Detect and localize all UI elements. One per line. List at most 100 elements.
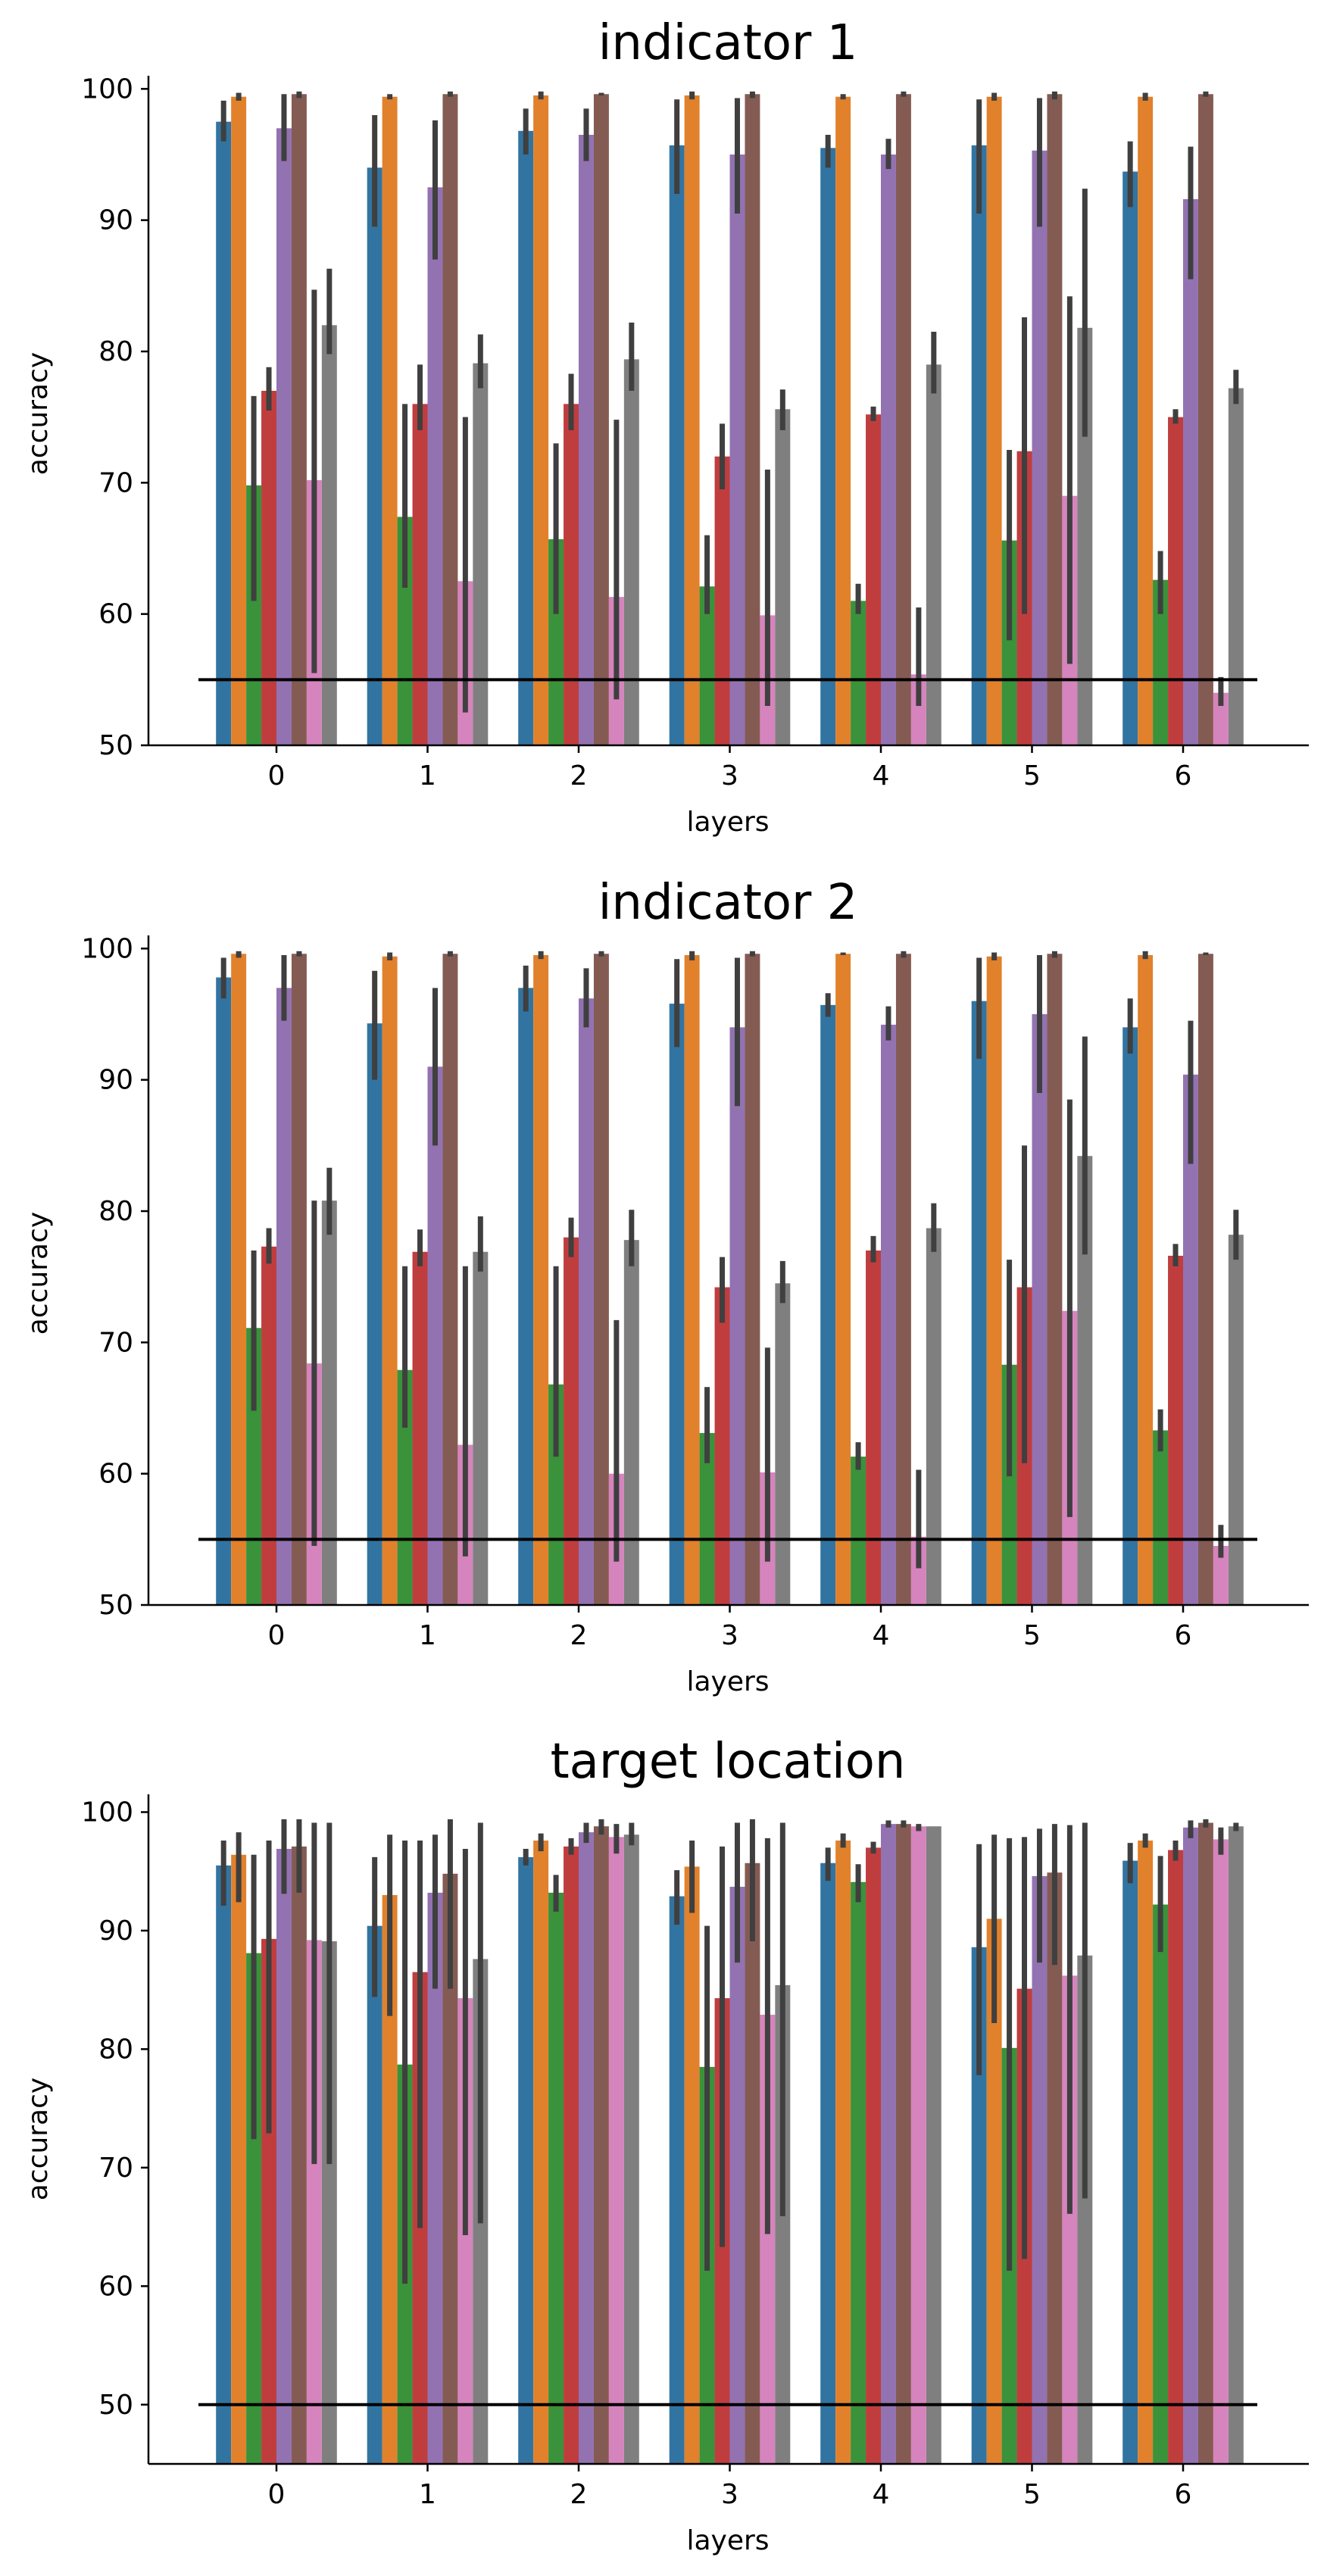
bar (699, 1432, 715, 1605)
x-axis-label: layers (686, 1666, 769, 1697)
bar (623, 359, 639, 745)
bar (684, 955, 700, 1605)
bar (1153, 1430, 1169, 1605)
bar (518, 1856, 534, 2464)
y-axis-label: accuracy (23, 2078, 54, 2200)
bar (367, 167, 382, 745)
bar (910, 1826, 926, 2464)
bar (1153, 1904, 1169, 2464)
bar (1197, 1822, 1213, 2464)
x-tick-label: 5 (1023, 2479, 1041, 2510)
chart-panel-indicator-1: indicator 1 accuracy layers 506070809010… (23, 15, 1309, 838)
bar (321, 325, 337, 746)
bar (1138, 96, 1154, 746)
bar (367, 1023, 382, 1605)
bar (986, 1919, 1002, 2464)
bar (367, 1925, 382, 2464)
bar (382, 1894, 398, 2464)
bar (986, 96, 1002, 746)
bar (971, 1001, 987, 1605)
plot-area: 50 60 70 80 90 100 0 1 2 3 4 5 6 (81, 1794, 1309, 2510)
bar (442, 954, 458, 1605)
bar (216, 1865, 232, 2464)
bar (593, 954, 609, 1605)
bar (895, 94, 911, 745)
bar (881, 155, 896, 745)
bar (1077, 1156, 1093, 1605)
bar (1077, 1955, 1093, 2464)
bar (851, 1881, 866, 2464)
x-tick-label: 6 (1175, 1620, 1192, 1651)
bar (760, 2015, 776, 2464)
bar (835, 96, 851, 746)
x-tick-label: 3 (721, 1620, 738, 1651)
bar (1062, 1975, 1078, 2464)
x-axis-label: layers (686, 807, 769, 838)
bar (1228, 388, 1244, 745)
bar (518, 130, 534, 746)
bar (669, 1896, 685, 2464)
bar (1197, 954, 1213, 1605)
bar (1138, 955, 1154, 1605)
bar (1213, 1839, 1229, 2464)
y-tick-label: 100 (81, 1797, 133, 1828)
bar (729, 1027, 745, 1605)
bar (1047, 94, 1063, 745)
bar (684, 1866, 700, 2464)
bar (895, 1824, 911, 2464)
chart-title: indicator 2 (598, 875, 858, 931)
bar (608, 1837, 624, 2464)
bar (579, 1832, 594, 2464)
bar (820, 1863, 836, 2464)
bar (276, 988, 292, 1605)
bar (427, 1066, 443, 1605)
bar (397, 1369, 413, 1605)
x-tick-label: 1 (419, 2479, 436, 2510)
bar (473, 1251, 489, 1605)
bar (548, 539, 564, 745)
bar (321, 1201, 337, 1605)
bar (593, 94, 609, 745)
bar (579, 135, 594, 745)
bar (1001, 1364, 1017, 1605)
y-tick-label: 90 (98, 1916, 133, 1947)
bar (669, 1004, 685, 1605)
plot-area: 50 60 70 80 90 100 0 1 2 3 4 5 6 (81, 73, 1309, 792)
x-tick-label: 0 (268, 760, 286, 792)
bar (548, 1892, 564, 2464)
bar (1032, 1875, 1048, 2464)
x-axis-label: layers (686, 2525, 769, 2556)
bar (729, 1887, 745, 2464)
y-tick-label: 50 (98, 1590, 133, 1621)
bar (231, 96, 247, 746)
x-tick-label: 2 (570, 2479, 588, 2510)
bar (548, 1384, 564, 1605)
bar (986, 956, 1002, 1605)
bar (895, 954, 911, 1605)
bar (866, 1847, 881, 2464)
x-tick-label: 4 (873, 2479, 890, 2510)
bar (1213, 692, 1229, 745)
bar (820, 148, 836, 745)
bar (745, 1863, 760, 2464)
bar (684, 95, 700, 745)
bar (533, 95, 549, 745)
bar (775, 409, 791, 745)
bar (579, 998, 594, 1605)
bar (216, 977, 232, 1605)
bar (291, 954, 307, 1605)
x-tick-label: 6 (1175, 760, 1192, 792)
bar (246, 1953, 262, 2464)
bar (971, 1947, 987, 2464)
y-tick-label: 100 (81, 933, 133, 964)
chart-title: indicator 1 (598, 15, 858, 71)
bar (231, 1854, 247, 2464)
x-tick-label: 1 (419, 1620, 436, 1651)
bar (926, 1228, 941, 1605)
bar (745, 94, 760, 745)
y-tick-label: 60 (98, 599, 133, 630)
bar (427, 1892, 443, 2464)
bar (851, 1457, 866, 1605)
bar (1168, 1255, 1183, 1605)
bar (1122, 1860, 1138, 2464)
